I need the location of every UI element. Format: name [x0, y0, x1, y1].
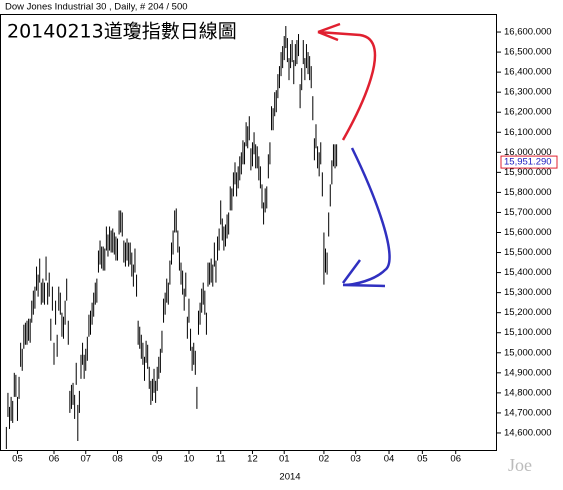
- x-tick-label: 01: [279, 454, 290, 465]
- bars: [5, 26, 338, 449]
- x-tick-label: 05: [417, 454, 428, 465]
- chart-header: Dow Jones Industrial 30 , Daily, # 204 /…: [5, 2, 188, 13]
- y-tick-label: 15,300.000: [504, 287, 552, 298]
- year-label: 2014: [279, 472, 300, 483]
- y-tick-label: 16,400.000: [504, 67, 552, 78]
- y-tick-label: 15,200.000: [504, 307, 552, 318]
- y-tick-label: 16,600.000: [504, 27, 552, 38]
- y-tick-label: 15,500.000: [504, 247, 552, 258]
- y-tick-label: 15,000.000: [504, 347, 552, 358]
- y-tick-label: 16,000.000: [504, 147, 552, 158]
- y-tick-label: 16,500.000: [504, 47, 552, 58]
- watermark: Joe: [508, 455, 532, 475]
- y-tick-label: 14,600.000: [504, 427, 552, 438]
- y-tick-label: 15,800.000: [504, 187, 552, 198]
- blue-arrow: [341, 147, 391, 288]
- y-tick-label: 16,200.000: [504, 107, 552, 118]
- y-tick-label: 15,900.000: [504, 167, 552, 178]
- plot-frame: [0, 14, 497, 451]
- x-tick-label: 06: [450, 454, 461, 465]
- y-tick-label: 15,400.000: [504, 267, 552, 278]
- y-tick-label: 16,100.000: [504, 127, 552, 138]
- chart-title: 20140213道瓊指數日線圖: [7, 21, 237, 43]
- y-tick-label: 14,800.000: [504, 387, 552, 398]
- x-tick-label: 11: [216, 454, 226, 465]
- x-tick-label: 09: [152, 454, 163, 465]
- x-tick-label: 03: [350, 454, 361, 465]
- x-tick-label: 07: [80, 454, 91, 465]
- x-tick-label: 04: [384, 454, 395, 465]
- last-value-box: [500, 155, 558, 169]
- last-value-label: 15,951.290: [504, 157, 552, 168]
- y-tick-label: 16,300.000: [504, 87, 552, 98]
- y-tick-label: 15,600.000: [504, 227, 552, 238]
- y-tick-label: 14,900.000: [504, 367, 552, 378]
- x-tick-label: 02: [319, 454, 330, 465]
- red-arrow: [317, 22, 377, 141]
- x-tick-label: 06: [49, 454, 60, 465]
- x-tick-label: 05: [12, 454, 23, 465]
- x-tick-label: 12: [247, 454, 258, 465]
- y-tick-label: 14,700.000: [504, 407, 552, 418]
- x-tick-label: 08: [112, 454, 123, 465]
- y-tick-label: 15,100.000: [504, 327, 552, 338]
- x-tick-label: 10: [184, 454, 195, 465]
- y-tick-label: 15,700.000: [504, 207, 552, 218]
